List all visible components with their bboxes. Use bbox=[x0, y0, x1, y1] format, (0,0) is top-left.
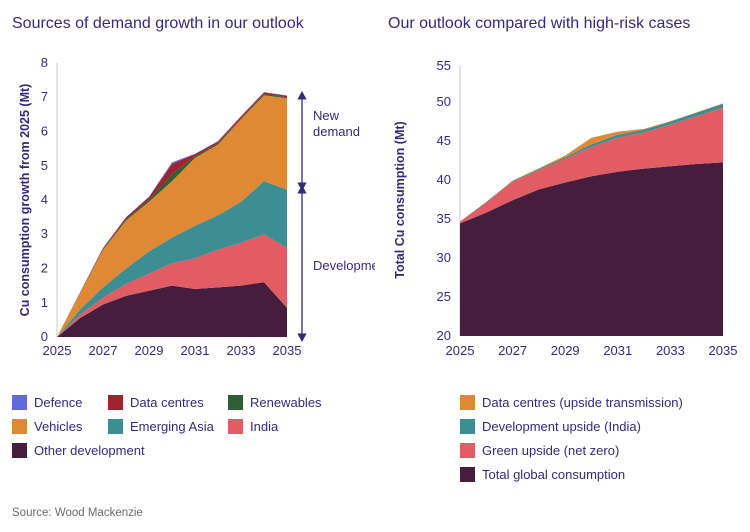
svg-text:20: 20 bbox=[437, 328, 451, 343]
svg-text:2033: 2033 bbox=[656, 343, 685, 358]
svg-text:40: 40 bbox=[437, 172, 451, 187]
svg-text:45: 45 bbox=[437, 133, 451, 148]
svg-text:25: 25 bbox=[437, 289, 451, 304]
svg-text:55: 55 bbox=[437, 58, 451, 73]
svg-text:2025: 2025 bbox=[446, 343, 475, 358]
svg-text:50: 50 bbox=[437, 94, 451, 109]
svg-text:2035: 2035 bbox=[709, 343, 738, 358]
svg-text:2029: 2029 bbox=[551, 343, 580, 358]
svg-text:2027: 2027 bbox=[498, 343, 527, 358]
svg-text:30: 30 bbox=[437, 250, 451, 265]
svg-text:2031: 2031 bbox=[603, 343, 632, 358]
svg-text:35: 35 bbox=[437, 211, 451, 226]
